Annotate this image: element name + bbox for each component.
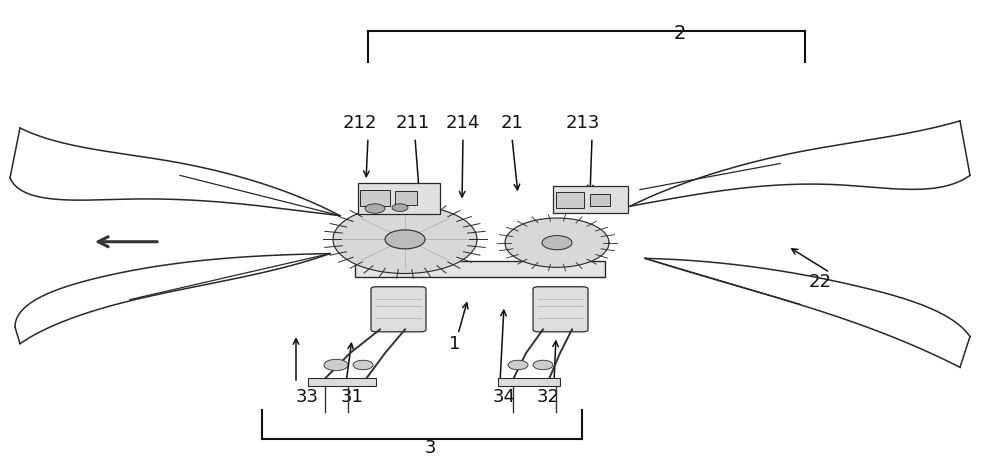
Text: 22: 22 [808, 273, 832, 291]
FancyBboxPatch shape [556, 192, 584, 208]
FancyBboxPatch shape [533, 287, 588, 332]
Circle shape [365, 204, 385, 213]
Text: 33: 33 [296, 388, 318, 406]
Circle shape [542, 236, 572, 250]
FancyBboxPatch shape [553, 186, 628, 213]
Text: 211: 211 [396, 114, 430, 132]
Text: 34: 34 [492, 388, 516, 406]
FancyBboxPatch shape [590, 194, 610, 206]
Text: 212: 212 [343, 114, 377, 132]
FancyBboxPatch shape [308, 378, 376, 386]
Polygon shape [505, 218, 609, 267]
Text: 213: 213 [566, 114, 600, 132]
Circle shape [533, 360, 553, 370]
FancyBboxPatch shape [358, 183, 440, 214]
Text: 3: 3 [424, 439, 436, 457]
Polygon shape [333, 205, 477, 273]
Circle shape [392, 204, 408, 211]
Circle shape [508, 360, 528, 370]
FancyBboxPatch shape [355, 261, 605, 277]
Circle shape [324, 359, 348, 371]
Text: 21: 21 [501, 114, 523, 132]
Circle shape [385, 230, 425, 249]
Text: 1: 1 [449, 335, 461, 353]
Text: 2: 2 [674, 24, 686, 43]
Text: 31: 31 [341, 388, 363, 406]
FancyBboxPatch shape [498, 378, 560, 386]
Text: 214: 214 [446, 114, 480, 132]
Text: 32: 32 [536, 388, 560, 406]
FancyBboxPatch shape [395, 191, 417, 205]
Circle shape [353, 360, 373, 370]
FancyBboxPatch shape [360, 190, 390, 206]
FancyBboxPatch shape [371, 287, 426, 332]
